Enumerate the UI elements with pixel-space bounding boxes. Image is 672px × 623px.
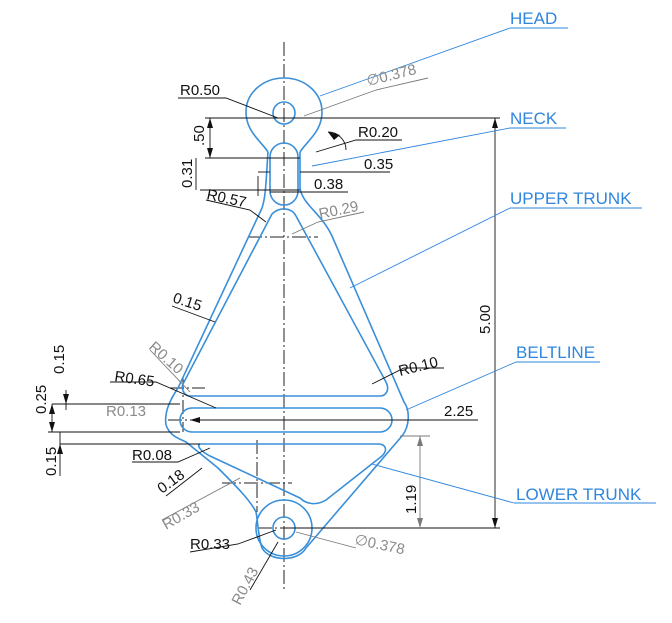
dim-038: 0.38 (314, 176, 343, 193)
dim-r043: R0.43 (229, 565, 263, 608)
callouts: HEAD NECK UPPER TRUNK BELTLINE LOWER TRU… (311, 9, 656, 504)
dim-050: .50 (191, 125, 208, 146)
dim-500: 5.00 (477, 305, 494, 334)
dim-r029: R0.29 (317, 198, 360, 223)
dim-119: 1.19 (403, 485, 420, 514)
lower-trunk-inner (197, 443, 387, 505)
label-lower-trunk: LOWER TRUNK (516, 485, 642, 504)
label-beltline: BELTLINE (516, 343, 595, 362)
dimension-text: R0.50 ∅0.378 R0.20 0.35 .50 0.31 0.38 R0… (33, 61, 494, 608)
head-hole (272, 101, 296, 125)
part-outline (164, 77, 410, 560)
dim-r008: R0.08 (132, 447, 172, 464)
dim-015-left: 0.15 (51, 345, 68, 374)
label-neck: NECK (510, 109, 558, 128)
dim-r010-left: R0.10 (145, 338, 186, 377)
dim-r013: R0.13 (106, 403, 146, 420)
dim-035: 0.35 (364, 156, 393, 173)
trunk-outer (164, 151, 410, 560)
label-upper-trunk: UPPER TRUNK (510, 189, 632, 208)
dim-r033: R0.33 (190, 536, 230, 553)
dim-015-lower: 0.15 (43, 447, 60, 476)
dim-dia-head: ∅0.378 (365, 61, 418, 90)
dim-r010-right: R0.10 (397, 354, 440, 380)
dim-r020: R0.20 (358, 124, 398, 141)
upper-trunk-inner (181, 208, 389, 397)
head-outer (245, 77, 323, 153)
dim-225: 2.25 (444, 403, 473, 420)
dim-025: 0.25 (33, 385, 50, 414)
dim-r033-grey: R0.33 (160, 499, 203, 534)
neck-slot (269, 142, 299, 206)
dim-r050: R0.50 (180, 82, 220, 99)
dim-015-upper: 0.15 (171, 290, 204, 315)
dim-018: 0.18 (154, 466, 188, 497)
dim-r065: R0.65 (113, 368, 155, 390)
dimension-geometry (48, 77, 500, 591)
dim-dia-foot: ∅0.378 (353, 531, 406, 558)
dim-031: 0.31 (179, 159, 196, 188)
label-head: HEAD (510, 9, 557, 28)
